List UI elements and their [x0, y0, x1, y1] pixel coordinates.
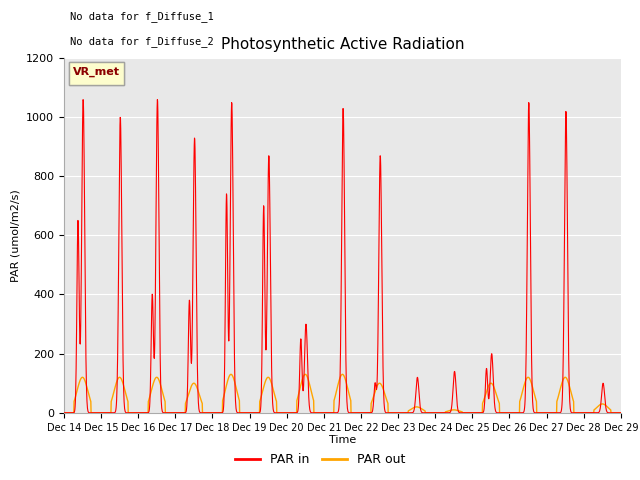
Legend:  — [69, 62, 124, 85]
Text: No data for f_Diffuse_1: No data for f_Diffuse_1 — [70, 12, 213, 23]
Legend: PAR in, PAR out: PAR in, PAR out — [230, 448, 410, 471]
X-axis label: Time: Time — [329, 435, 356, 445]
Y-axis label: PAR (umol/m2/s): PAR (umol/m2/s) — [11, 189, 20, 282]
Text: No data for f_Diffuse_2: No data for f_Diffuse_2 — [70, 36, 213, 47]
Title: Photosynthetic Active Radiation: Photosynthetic Active Radiation — [221, 37, 464, 52]
